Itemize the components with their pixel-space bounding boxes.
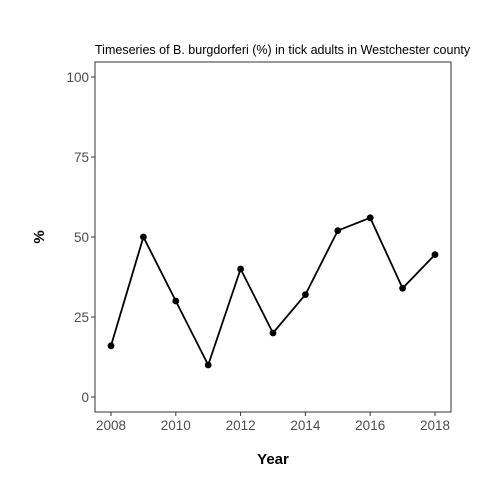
data-point	[302, 291, 309, 298]
chart-title: Timeseries of B. burgdorferi (%) in tick…	[95, 43, 471, 57]
data-point	[334, 227, 342, 235]
x-tick-label: 2018	[420, 418, 450, 433]
data-point	[431, 251, 439, 258]
data-point	[237, 265, 245, 273]
series-group	[107, 214, 439, 369]
x-tick-label: 2014	[290, 418, 321, 433]
x-tick-label: 2008	[96, 418, 126, 433]
y-axis: 0 25 50 75 100	[66, 70, 95, 405]
data-point	[140, 233, 147, 241]
x-tick-label: 2012	[226, 418, 256, 433]
y-tick-label: 100	[66, 70, 89, 85]
data-point	[269, 329, 277, 337]
plot-panel	[94, 61, 452, 413]
data-point	[204, 361, 212, 369]
y-axis-title: %	[31, 230, 48, 243]
x-tick-label: 2016	[355, 418, 385, 433]
data-point	[399, 284, 406, 292]
y-tick-label: 25	[74, 310, 89, 325]
y-tick-label: 0	[81, 390, 89, 405]
x-tick-label: 2010	[161, 418, 191, 433]
y-tick-label: 75	[74, 150, 89, 165]
x-axis: 2008 2010 2012 2014 2016 2018	[96, 412, 450, 433]
data-point	[366, 214, 374, 222]
data-point	[107, 342, 115, 350]
x-axis-title: Year	[257, 451, 289, 468]
data-point	[172, 297, 180, 305]
y-tick-label: 50	[74, 230, 89, 245]
